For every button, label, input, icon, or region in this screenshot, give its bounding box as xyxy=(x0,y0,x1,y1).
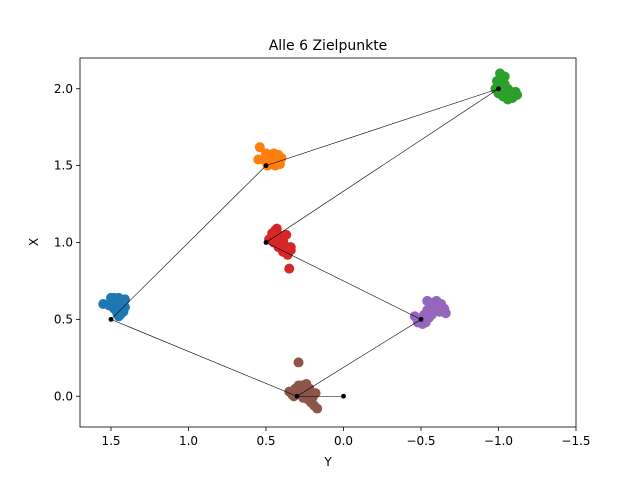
series-4 xyxy=(264,223,296,274)
data-point xyxy=(499,71,510,82)
x-tick-label: 1.0 xyxy=(179,434,198,448)
x-tick-label: −1.0 xyxy=(484,434,513,448)
y-tick-label: 2.0 xyxy=(54,82,73,96)
series-3 xyxy=(490,68,523,105)
data-point xyxy=(285,242,296,253)
y-tick-label: 1.0 xyxy=(54,236,73,250)
series-1 xyxy=(98,292,130,322)
series-5 xyxy=(409,295,451,329)
x-axis-label: Y xyxy=(323,455,332,469)
target-point xyxy=(294,393,300,399)
data-point xyxy=(271,223,282,234)
x-axis-ticks: 1.5 1.0 0.5 0.0 −0.5 −1.0 −1.5 xyxy=(101,427,591,448)
y-tick-label: 0.5 xyxy=(54,312,73,326)
chart-title: Alle 6 Zielpunkte xyxy=(269,38,388,54)
data-point xyxy=(307,392,318,403)
x-tick-label: 1.5 xyxy=(101,434,120,448)
target-point xyxy=(418,316,424,322)
target-point xyxy=(108,316,114,322)
series-6 xyxy=(284,357,323,414)
data-point xyxy=(422,295,433,306)
data-point xyxy=(265,152,276,163)
target-point xyxy=(341,393,346,399)
data-point xyxy=(254,142,265,153)
y-tick-label: 1.5 xyxy=(54,159,73,173)
target-point xyxy=(263,240,269,245)
y-tick-label: 0.0 xyxy=(54,389,73,403)
data-point xyxy=(104,300,115,311)
x-tick-label: 0.0 xyxy=(334,434,353,448)
data-point xyxy=(278,235,289,246)
x-tick-label: −0.5 xyxy=(406,434,435,448)
data-point xyxy=(296,380,307,391)
data-point xyxy=(109,292,120,303)
data-points xyxy=(98,68,523,414)
route-line xyxy=(110,88,499,397)
data-point xyxy=(293,357,304,368)
data-point xyxy=(119,294,130,305)
path-lines xyxy=(110,88,499,397)
target-points xyxy=(108,86,501,399)
data-point xyxy=(113,311,124,322)
x-tick-label: 0.5 xyxy=(256,434,275,448)
target-point xyxy=(263,163,269,169)
data-point xyxy=(434,306,445,317)
data-point xyxy=(312,403,323,414)
data-point xyxy=(270,232,281,243)
x-tick-label: −1.5 xyxy=(561,434,590,448)
data-point xyxy=(510,86,521,97)
target-point xyxy=(496,86,501,92)
data-point xyxy=(491,76,502,87)
data-point xyxy=(274,159,285,170)
y-axis-ticks: 0.0 0.5 1.0 1.5 2.0 xyxy=(54,82,80,403)
data-point xyxy=(253,154,264,165)
data-point xyxy=(284,263,295,274)
y-axis-label: X xyxy=(27,238,41,246)
